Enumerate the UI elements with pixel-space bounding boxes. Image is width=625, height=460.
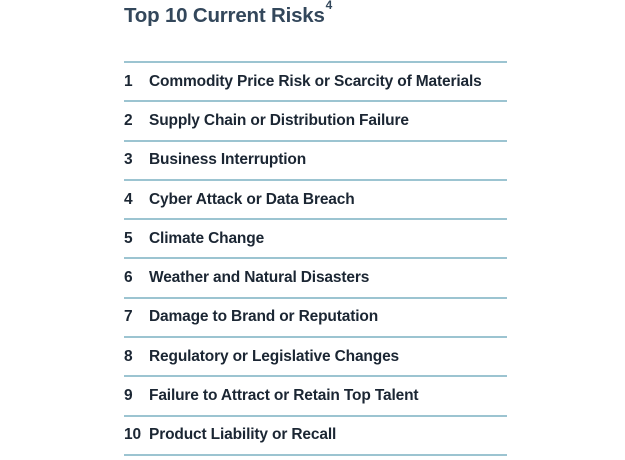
risk-row: 6 Weather and Natural Disasters bbox=[124, 257, 507, 296]
risk-row: 8 Regulatory or Legislative Changes bbox=[124, 336, 507, 375]
risk-row: 4 Cyber Attack or Data Breach bbox=[124, 178, 507, 218]
risk-label: Supply Chain or Distribution Failure bbox=[149, 111, 409, 129]
figure-title: Top 10 Current Risks4 bbox=[124, 0, 333, 29]
figure-title-text: Top 10 Current Risks bbox=[124, 4, 325, 27]
risk-rank: 6 bbox=[124, 269, 133, 287]
risk-label: Cyber Attack or Data Breach bbox=[149, 190, 355, 208]
risk-rank: 9 bbox=[124, 387, 133, 405]
risk-rank: 2 bbox=[124, 111, 133, 129]
risk-rank: 5 bbox=[124, 229, 133, 247]
footnote-marker: 4 bbox=[325, 0, 333, 12]
risk-rank: 7 bbox=[124, 308, 133, 326]
risk-label: Regulatory or Legislative Changes bbox=[149, 347, 400, 365]
risk-row: 7 Damage to Brand or Reputation bbox=[124, 296, 507, 336]
risk-row: 1 Commodity Price Risk or Scarcity of Ma… bbox=[124, 61, 507, 100]
risk-row: 9 Failure to Attract or Retain Top Talen… bbox=[124, 375, 507, 414]
risk-label: Commodity Price Risk or Scarcity of Mate… bbox=[149, 72, 482, 90]
risk-rank: 4 bbox=[124, 190, 133, 208]
risk-rank: 1 bbox=[124, 72, 133, 90]
risk-label: Climate Change bbox=[149, 229, 265, 247]
risk-label: Product Liability or Recall bbox=[149, 426, 337, 444]
risk-label: Business Interruption bbox=[149, 151, 307, 169]
risk-rank: 8 bbox=[124, 347, 133, 365]
risk-label: Weather and Natural Disasters bbox=[149, 269, 370, 287]
risk-list: 1 Commodity Price Risk or Scarcity of Ma… bbox=[124, 61, 507, 456]
risk-row: 5 Climate Change bbox=[124, 218, 507, 257]
risk-row: 10 Product Liability or Recall bbox=[124, 414, 507, 454]
top-risks-figure: Top 10 Current Risks4 1 Commodity Price … bbox=[124, 0, 507, 460]
risk-row: 3 Business Interruption bbox=[124, 139, 507, 179]
risk-rank: 10 bbox=[124, 426, 141, 444]
risk-rank: 3 bbox=[124, 151, 133, 169]
risk-row: 2 Supply Chain or Distribution Failure bbox=[124, 100, 507, 139]
risk-label: Damage to Brand or Reputation bbox=[149, 308, 379, 326]
risk-label: Failure to Attract or Retain Top Talent bbox=[149, 387, 419, 405]
